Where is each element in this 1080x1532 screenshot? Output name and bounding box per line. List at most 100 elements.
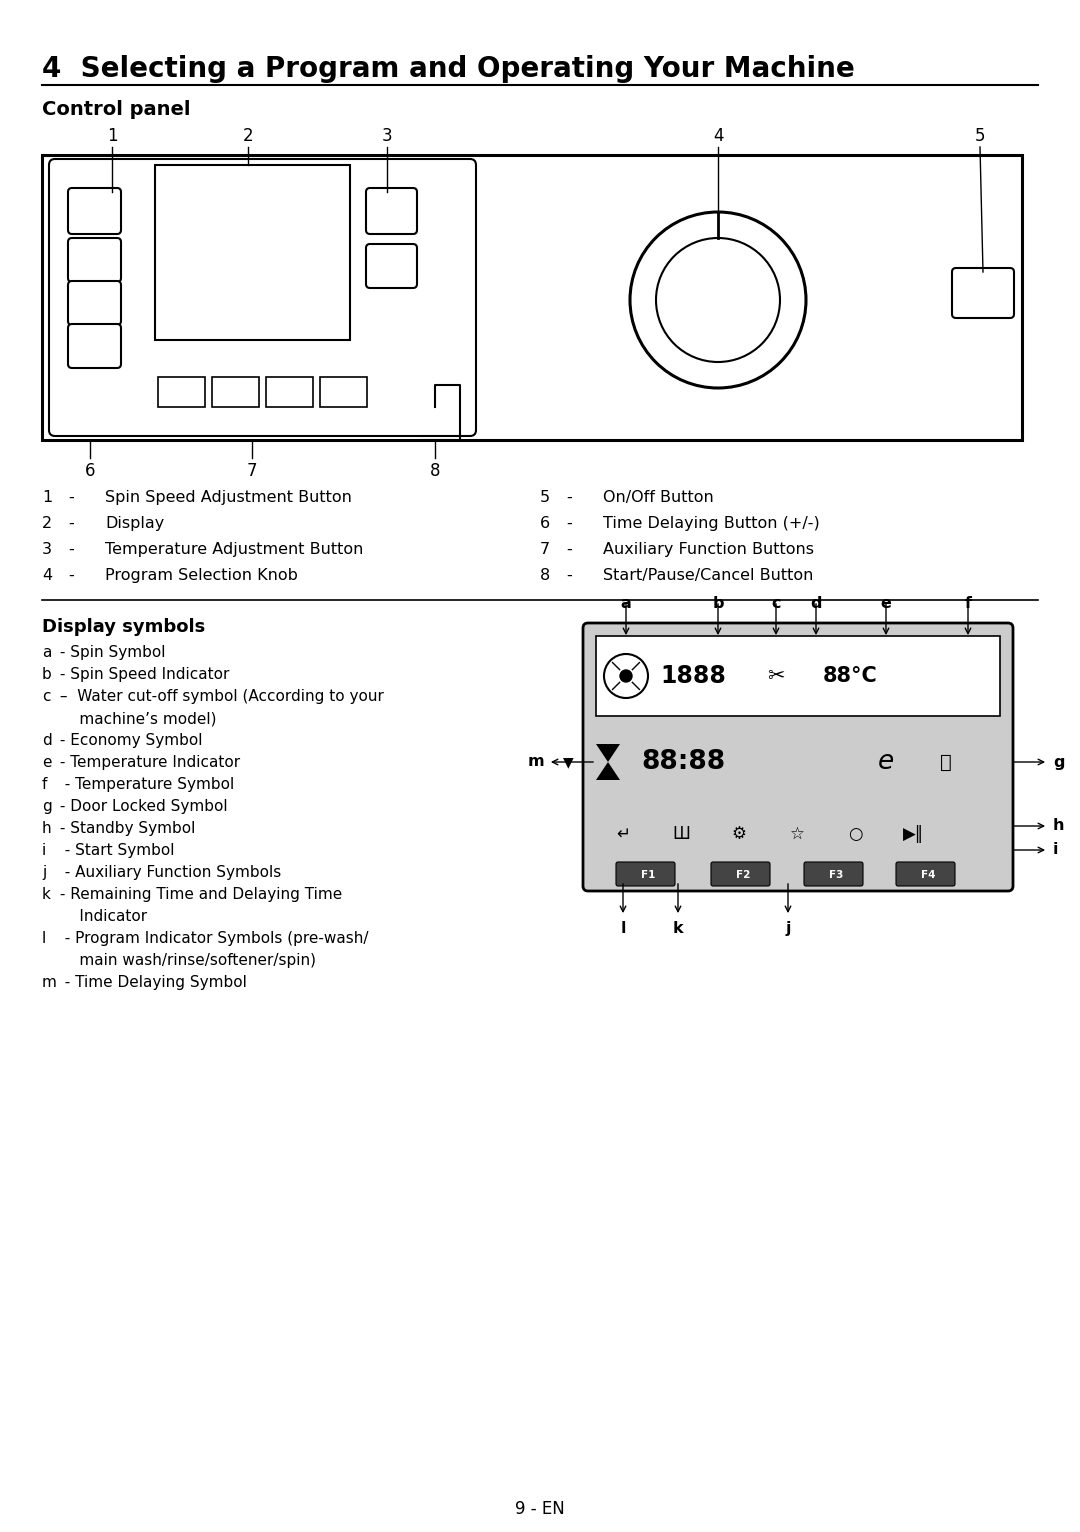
Bar xyxy=(212,377,259,408)
Text: 7: 7 xyxy=(246,463,257,480)
Text: - Time Delaying Symbol: - Time Delaying Symbol xyxy=(55,974,247,990)
Text: Start/Pause/Cancel Button: Start/Pause/Cancel Button xyxy=(603,568,813,584)
Text: m: m xyxy=(42,974,57,990)
Text: On/Off Button: On/Off Button xyxy=(603,490,714,506)
FancyBboxPatch shape xyxy=(366,188,417,234)
Bar xyxy=(156,165,350,340)
Text: 2: 2 xyxy=(42,516,52,532)
FancyBboxPatch shape xyxy=(951,268,1014,319)
Text: 5: 5 xyxy=(540,490,550,506)
Text: Temperature Adjustment Button: Temperature Adjustment Button xyxy=(105,542,363,558)
Text: -: - xyxy=(566,490,571,506)
Text: - Spin Speed Indicator: - Spin Speed Indicator xyxy=(55,666,229,682)
Text: F1: F1 xyxy=(640,870,656,879)
Polygon shape xyxy=(596,761,620,780)
FancyBboxPatch shape xyxy=(366,244,417,288)
Text: ✂: ✂ xyxy=(767,666,785,686)
FancyBboxPatch shape xyxy=(616,863,675,885)
Text: Indicator: Indicator xyxy=(55,908,147,924)
Text: b: b xyxy=(42,666,52,682)
Text: - Standby Symbol: - Standby Symbol xyxy=(55,821,195,836)
Text: 6: 6 xyxy=(540,516,550,532)
Text: i: i xyxy=(1053,843,1058,858)
FancyBboxPatch shape xyxy=(68,237,121,282)
Text: F2: F2 xyxy=(735,870,751,879)
FancyBboxPatch shape xyxy=(583,624,1013,892)
Text: f: f xyxy=(964,596,972,611)
Text: - Door Locked Symbol: - Door Locked Symbol xyxy=(55,800,228,813)
Text: 4: 4 xyxy=(713,127,724,146)
Text: - Program Indicator Symbols (pre-wash/: - Program Indicator Symbols (pre-wash/ xyxy=(55,931,368,945)
Text: 4: 4 xyxy=(42,568,52,584)
Text: d: d xyxy=(810,596,822,611)
FancyBboxPatch shape xyxy=(896,863,955,885)
Text: g: g xyxy=(42,800,52,813)
Text: m: m xyxy=(528,754,544,769)
Text: Time Delaying Button (+/-): Time Delaying Button (+/-) xyxy=(603,516,820,532)
Text: 3: 3 xyxy=(42,542,52,558)
Text: j: j xyxy=(785,921,791,936)
Text: c: c xyxy=(771,596,781,611)
Text: - Auxiliary Function Symbols: - Auxiliary Function Symbols xyxy=(55,866,281,879)
FancyBboxPatch shape xyxy=(711,863,770,885)
FancyBboxPatch shape xyxy=(68,188,121,234)
Text: Auxiliary Function Buttons: Auxiliary Function Buttons xyxy=(603,542,814,558)
Text: machine’s model): machine’s model) xyxy=(55,711,216,726)
Text: F4: F4 xyxy=(921,870,935,879)
Text: f: f xyxy=(42,777,48,792)
Text: - Remaining Time and Delaying Time: - Remaining Time and Delaying Time xyxy=(55,887,342,902)
Text: -: - xyxy=(68,568,73,584)
Text: a: a xyxy=(42,645,52,660)
Text: e: e xyxy=(42,755,52,771)
Text: 88°C: 88°C xyxy=(823,666,878,686)
Text: j: j xyxy=(42,866,46,879)
Text: -: - xyxy=(566,568,571,584)
Text: 88:88: 88:88 xyxy=(640,749,725,775)
Text: - Temperature Indicator: - Temperature Indicator xyxy=(55,755,240,771)
Text: d: d xyxy=(42,732,52,748)
Bar xyxy=(320,377,367,408)
Text: 1: 1 xyxy=(42,490,52,506)
Text: ☆: ☆ xyxy=(789,826,805,843)
Text: 4  Selecting a Program and Operating Your Machine: 4 Selecting a Program and Operating Your… xyxy=(42,55,854,83)
Text: 7: 7 xyxy=(540,542,550,558)
Text: 🔒: 🔒 xyxy=(940,752,951,772)
Text: –  Water cut-off symbol (According to your: – Water cut-off symbol (According to you… xyxy=(55,689,383,705)
Polygon shape xyxy=(596,745,620,761)
Text: F3: F3 xyxy=(828,870,843,879)
Text: -: - xyxy=(68,490,73,506)
Bar xyxy=(596,810,1000,859)
Bar xyxy=(42,155,1022,440)
FancyBboxPatch shape xyxy=(68,280,121,325)
Text: ↵: ↵ xyxy=(616,826,630,843)
Bar xyxy=(596,636,1000,715)
Text: Display symbols: Display symbols xyxy=(42,617,205,636)
Text: -: - xyxy=(566,516,571,532)
Text: a: a xyxy=(621,596,632,611)
Text: Ш: Ш xyxy=(672,826,690,843)
Text: k: k xyxy=(42,887,51,902)
Text: ⚙: ⚙ xyxy=(731,826,746,843)
Text: Program Selection Knob: Program Selection Knob xyxy=(105,568,298,584)
Text: 1: 1 xyxy=(107,127,118,146)
Bar xyxy=(266,377,313,408)
Text: 8: 8 xyxy=(540,568,550,584)
Text: Control panel: Control panel xyxy=(42,100,190,119)
Text: -: - xyxy=(566,542,571,558)
Text: 2: 2 xyxy=(243,127,254,146)
Text: Display: Display xyxy=(105,516,164,532)
Text: g: g xyxy=(1053,754,1065,769)
Text: - Economy Symbol: - Economy Symbol xyxy=(55,732,203,748)
Text: -: - xyxy=(68,516,73,532)
Text: -: - xyxy=(68,542,73,558)
Text: 6: 6 xyxy=(84,463,95,480)
Text: k: k xyxy=(673,921,684,936)
Text: ○: ○ xyxy=(848,826,862,843)
Text: l: l xyxy=(620,921,625,936)
Circle shape xyxy=(630,211,806,388)
Text: c: c xyxy=(42,689,51,705)
Text: ▶‖: ▶‖ xyxy=(903,826,923,843)
FancyBboxPatch shape xyxy=(804,863,863,885)
Circle shape xyxy=(604,654,648,699)
Text: h: h xyxy=(1053,818,1065,833)
